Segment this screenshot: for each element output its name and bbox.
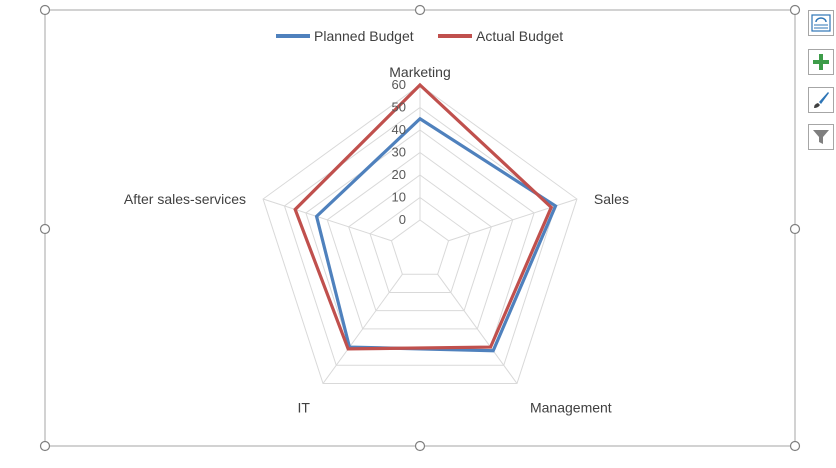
- tick-label: 40: [392, 122, 406, 137]
- legend-label: Planned Budget: [314, 28, 414, 44]
- paintbrush-icon: [814, 92, 829, 108]
- legend-label: Actual Budget: [476, 28, 563, 44]
- series-line-1[interactable]: [293, 82, 554, 351]
- tick-label: 0: [399, 212, 406, 227]
- grid-spoke: [262, 198, 392, 242]
- category-label: Management: [530, 399, 612, 415]
- resize-handle[interactable]: [39, 440, 51, 452]
- grid-ring: [326, 151, 514, 330]
- resize-handle[interactable]: [789, 223, 801, 235]
- resize-handles[interactable]: [39, 4, 801, 452]
- grid-ring: [348, 174, 492, 312]
- resize-handle[interactable]: [39, 4, 51, 16]
- layout-options-icon: [811, 14, 831, 32]
- resize-handle[interactable]: [39, 223, 51, 235]
- resize-handle[interactable]: [789, 4, 801, 16]
- grid-ring: [369, 196, 471, 293]
- category-labels: Marketing Sales Management IT After sales-se…: [124, 64, 629, 415]
- grid-ring: [262, 84, 578, 384]
- layout-options-button[interactable]: [808, 10, 834, 36]
- radar-series: [293, 82, 558, 353]
- resize-handle[interactable]: [414, 440, 426, 452]
- grid-spoke: [437, 273, 518, 384]
- category-label: After sales-services: [124, 191, 246, 207]
- tick-label: 30: [392, 145, 406, 160]
- radial-axis-ticks: 0 10 20 30 40 50 60: [392, 77, 406, 227]
- grid-spoke: [448, 198, 578, 242]
- tick-label: 10: [392, 190, 406, 205]
- grid-ring: [390, 219, 450, 275]
- legend: Planned Budget Actual Budget: [276, 28, 563, 44]
- resize-handle[interactable]: [789, 440, 801, 452]
- funnel-icon: [813, 130, 829, 144]
- tick-label: 50: [392, 100, 406, 115]
- tick-label: 20: [392, 167, 406, 182]
- grid-spoke: [322, 273, 403, 384]
- chart-filters-button[interactable]: [808, 124, 834, 150]
- resize-handle[interactable]: [414, 4, 426, 16]
- category-label: Sales: [594, 191, 629, 207]
- category-label: IT: [298, 399, 311, 415]
- chart-elements-button[interactable]: [808, 49, 834, 75]
- chart-styles-button[interactable]: [808, 87, 834, 113]
- category-label: Marketing: [389, 64, 450, 80]
- tick-label: 60: [392, 77, 406, 92]
- plus-icon: [813, 54, 829, 70]
- radar-grid: [262, 84, 578, 384]
